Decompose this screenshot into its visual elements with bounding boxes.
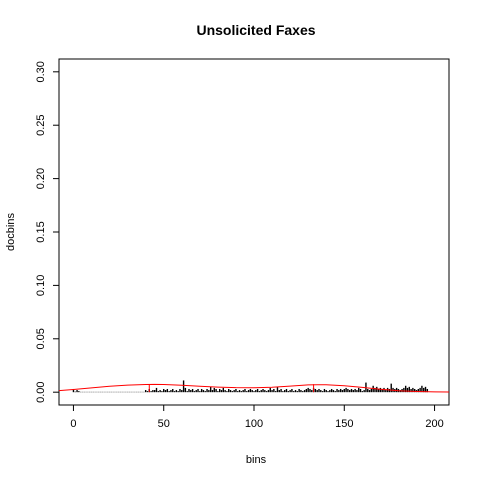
- y-tick-label: 0.25: [35, 114, 47, 135]
- x-tick-label: 0: [70, 418, 76, 430]
- chart-title: Unsolicited Faxes: [196, 22, 315, 38]
- y-tick-label: 0.00: [35, 381, 47, 402]
- y-tick-label: 0.05: [35, 328, 47, 349]
- y-tick-label: 0.15: [35, 221, 47, 242]
- plot-area: 0 50 100 150 200 0.00 0.05 0.10 0.15 0.20 0.25 0.30: [35, 58, 450, 430]
- plot-frame: [58, 58, 450, 406]
- y-axis-label: docbins: [5, 213, 17, 251]
- y-tick-label: 0.30: [35, 61, 47, 82]
- x-tick-label: 100: [245, 418, 263, 430]
- x-tick-label: 200: [425, 418, 443, 430]
- density-curve: [58, 383, 450, 393]
- x-tick-label: 150: [335, 418, 353, 430]
- x-tick-label: 50: [158, 418, 170, 430]
- y-tick-label: 0.20: [35, 168, 47, 189]
- x-axis-label: bins: [246, 454, 267, 466]
- y-tick-label: 0.10: [35, 275, 47, 296]
